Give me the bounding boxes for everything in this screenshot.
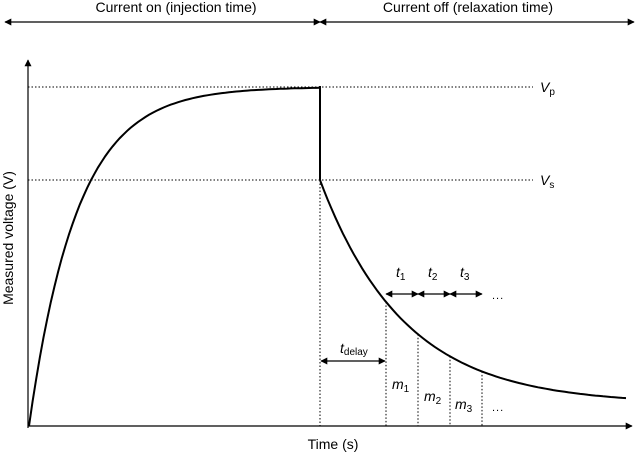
y-axis-label: Measured voltage (V): [0, 171, 16, 305]
vp-label: Vp: [540, 79, 555, 98]
m-ellipsis: ...: [492, 402, 504, 414]
m1-label: m1: [392, 376, 410, 395]
x-axis-label: Time (s): [308, 436, 359, 452]
t-delay-label: tdelay: [340, 340, 368, 358]
injection-time-label: Current on (injection time): [95, 0, 256, 15]
t3-label: t3: [460, 264, 470, 283]
t-ellipsis: ...: [492, 290, 504, 302]
m3-label: m3: [455, 396, 473, 415]
t1-label: t1: [396, 264, 406, 283]
t2-label: t2: [428, 264, 438, 283]
charging-curve: [28, 86, 321, 427]
vs-label: Vs: [540, 172, 554, 191]
m2-label: m2: [424, 388, 442, 407]
relaxation-time-label: Current off (relaxation time): [383, 0, 553, 15]
decay-curve: [319, 179, 627, 400]
